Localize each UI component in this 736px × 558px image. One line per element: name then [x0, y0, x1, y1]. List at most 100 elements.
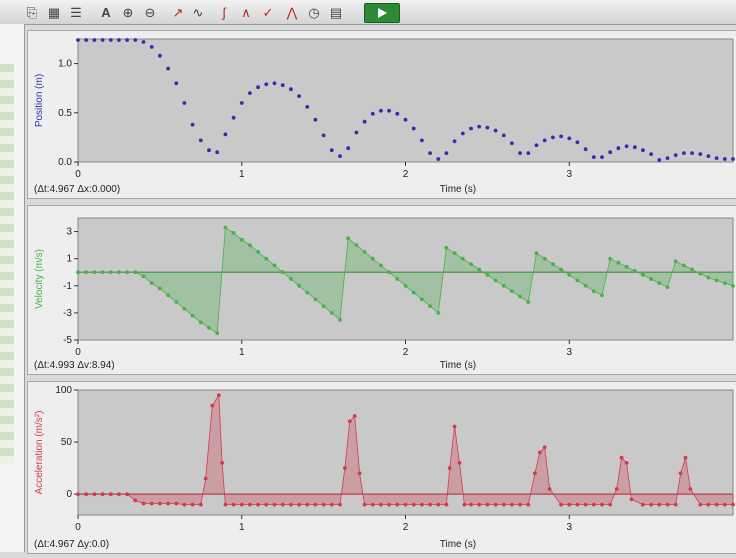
- data-point: [510, 289, 514, 294]
- data-point: [248, 243, 252, 247]
- data-point: [370, 256, 375, 261]
- velocity-chart[interactable]: 3 1 -1 -3 -5 0 1 2 3 Velocity (m/s) Time (s) (Δt:4.…: [27, 205, 736, 375]
- data-point: [305, 105, 310, 109]
- curve-icon[interactable]: ∿: [192, 5, 204, 20]
- fit-icon[interactable]: ↗: [172, 5, 184, 20]
- data-point: [174, 81, 179, 86]
- acceleration-chart[interactable]: 100 50 0 0 1 2 3 Acceleration (m/s²) Time (s) (Δt…: [27, 381, 736, 554]
- data-point: [420, 502, 424, 507]
- data-point: [469, 126, 473, 131]
- play-icon[interactable]: [364, 3, 400, 23]
- data-point: [501, 283, 506, 288]
- data-point: [706, 154, 711, 158]
- data-point: [510, 141, 514, 146]
- doc-icon[interactable]: ⎘: [26, 5, 38, 20]
- y-tick-label: 1: [66, 254, 72, 265]
- data-point: [714, 156, 719, 160]
- data-point: [84, 492, 89, 497]
- data-point: [329, 148, 334, 153]
- x-tick-label: 1: [239, 347, 245, 358]
- table-icon[interactable]: ☰: [70, 5, 82, 20]
- data-point: [362, 502, 367, 507]
- data-point: [248, 91, 252, 95]
- table-icon[interactable]: ▦: [47, 5, 61, 20]
- data-point: [321, 133, 326, 138]
- data-point: [678, 471, 683, 476]
- text-icon[interactable]: A: [101, 5, 111, 20]
- data-point: [215, 331, 220, 336]
- data-point: [108, 38, 113, 42]
- data-point: [387, 270, 391, 275]
- data-point: [591, 502, 596, 507]
- tangent-icon[interactable]: ∫: [222, 5, 226, 20]
- data-point: [158, 53, 162, 58]
- data-point: [673, 153, 678, 157]
- x-axis-label: Time (s): [440, 184, 476, 195]
- data-point: [272, 81, 277, 86]
- data-point: [357, 471, 362, 476]
- data-point: [469, 262, 473, 266]
- data-point: [182, 502, 187, 507]
- data-point: [600, 293, 604, 298]
- data-point: [210, 403, 215, 408]
- toolbar: ⎘ ▦ ☰ A ⊕ ⊖ ↗ ∿ ∫ ∧ ✓ ⋀ ◷ ▤: [0, 0, 736, 25]
- x-tick-label: 1: [239, 522, 245, 533]
- data-point: [673, 502, 678, 507]
- x-tick-label: 3: [566, 522, 572, 533]
- position-chart[interactable]: 0.0 0.5 1.0 0 1 2 3 Position (m) Time (s) (Δt:4.9…: [27, 30, 736, 199]
- data-point: [387, 108, 391, 113]
- data-point: [665, 502, 670, 507]
- data-point: [534, 251, 539, 256]
- y-tick-label: 1.0: [58, 59, 72, 70]
- data-point: [141, 40, 146, 44]
- data-point: [698, 502, 703, 507]
- data-point: [216, 393, 221, 398]
- data-point: [608, 256, 613, 261]
- data-point: [665, 285, 670, 289]
- data-point: [649, 502, 653, 507]
- data-point: [84, 270, 89, 275]
- data-point: [583, 147, 588, 152]
- data-point: [518, 294, 522, 299]
- peaks-icon[interactable]: ⋀: [286, 5, 298, 20]
- data-point: [518, 151, 522, 155]
- data-point: [641, 148, 645, 153]
- data-point: [321, 304, 326, 308]
- data-point: [559, 267, 563, 272]
- data-point: [526, 502, 531, 507]
- data-point: [379, 263, 383, 268]
- data-point: [469, 502, 473, 507]
- data-point: [321, 502, 326, 507]
- data-point: [280, 502, 285, 507]
- graph-icon[interactable]: ▤: [329, 5, 343, 20]
- data-point: [158, 501, 162, 506]
- data-point: [641, 273, 645, 277]
- data-point: [649, 277, 653, 281]
- data-point: [117, 270, 121, 275]
- acceleration-chart-svg: 100 50 0 0 1 2 3 Acceleration (m/s²) Time (s) (Δt…: [34, 385, 735, 550]
- data-point: [444, 245, 449, 250]
- data-point: [370, 111, 375, 116]
- data-point: [141, 274, 146, 279]
- data-point: [125, 38, 129, 42]
- data-point: [706, 502, 711, 507]
- zoom-out-icon[interactable]: ⊖: [144, 5, 156, 20]
- integral-icon[interactable]: ∧: [241, 5, 251, 20]
- data-point: [583, 283, 588, 288]
- clock-icon[interactable]: ◷: [308, 5, 320, 20]
- data-point: [297, 502, 301, 507]
- data-point: [289, 502, 293, 507]
- data-point: [338, 317, 342, 322]
- slope-icon[interactable]: ✓: [262, 5, 274, 20]
- y-tick-label: 100: [55, 385, 72, 396]
- data-point: [289, 87, 293, 92]
- data-point: [149, 281, 154, 285]
- data-point: [264, 82, 269, 87]
- data-point: [84, 38, 89, 42]
- zoom-in-icon[interactable]: ⊕: [122, 5, 134, 20]
- data-point: [166, 293, 171, 298]
- data-point: [575, 502, 580, 507]
- data-table-panel[interactable]: [0, 24, 25, 552]
- data-point: [190, 122, 195, 127]
- data-point: [457, 461, 462, 465]
